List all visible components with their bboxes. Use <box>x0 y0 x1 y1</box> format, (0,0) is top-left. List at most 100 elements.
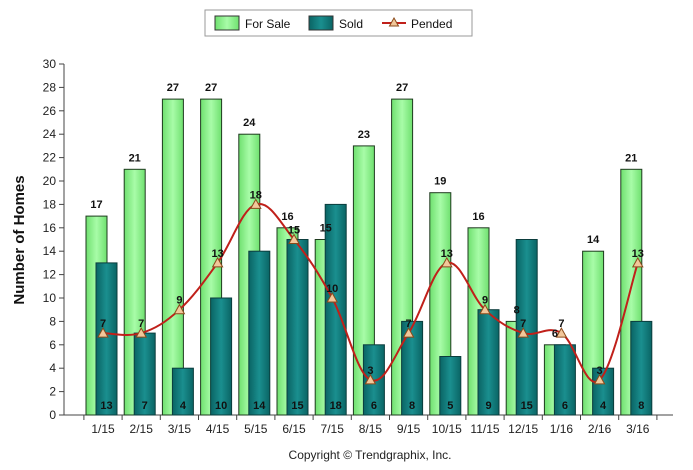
sold-value-label: 8 <box>638 400 644 412</box>
pended-marker <box>211 256 224 268</box>
y-tick-label: 28 <box>43 80 57 94</box>
data-labels: 17 13 21 7 27 4 27 10 24 14 16 15 15 18 23 6 27 8 19 5 16 9 8 1… <box>90 82 644 412</box>
pended-value-label: 18 <box>250 189 262 201</box>
legend-swatch-for-sale <box>214 15 240 31</box>
for-sale-value-label: 16 <box>472 211 484 223</box>
pended-marker <box>479 303 491 315</box>
for-sale-value-label: 8 <box>514 304 520 316</box>
x-tick-label: 5/15 <box>244 422 268 436</box>
bar-sold <box>171 367 194 416</box>
x-tick-label: 6/15 <box>282 422 306 436</box>
for-sale-value-label: 19 <box>434 176 446 188</box>
pended-marker <box>135 327 148 338</box>
for-sale-value-label: 27 <box>167 82 179 94</box>
for-sale-value-label: 21 <box>129 152 141 164</box>
sold-value-label: 7 <box>142 400 148 412</box>
pended-value-label: 13 <box>211 248 223 260</box>
pended-marker <box>440 256 453 268</box>
bar-sold <box>630 320 653 416</box>
for-sale-value-label: 6 <box>552 328 558 340</box>
bar-sold <box>553 344 576 416</box>
pended-line <box>97 198 644 385</box>
pended-value-label: 7 <box>138 318 144 330</box>
bar-sold <box>477 309 500 416</box>
y-tick-label: 0 <box>49 408 56 422</box>
sold-value-label: 14 <box>253 400 266 412</box>
for-sale-value-label: 23 <box>358 129 370 141</box>
bar-sold <box>401 320 424 416</box>
pended-marker <box>517 327 530 338</box>
sold-value-label: 9 <box>485 400 491 412</box>
pended-value-label: 3 <box>367 365 373 377</box>
x-tick-label: 12/15 <box>508 422 538 436</box>
pended-marker <box>173 303 186 315</box>
for-sale-value-label: 24 <box>243 117 256 129</box>
bar-sold <box>210 297 233 416</box>
pended-marker <box>288 233 300 244</box>
pended-marker <box>555 327 568 338</box>
y-tick-label: 4 <box>49 361 56 375</box>
bars <box>85 98 653 416</box>
pended-value-label: 13 <box>441 248 453 260</box>
pended-value-label: 7 <box>520 318 526 330</box>
y-tick-label: 26 <box>43 104 57 118</box>
x-tick-label: 2/16 <box>588 422 612 436</box>
y-tick-label: 14 <box>43 244 57 258</box>
pended-value-label: 7 <box>406 318 412 330</box>
pended-marker <box>326 291 339 303</box>
x-tick-label: 8/15 <box>359 422 383 436</box>
x-tick-label: 1/15 <box>91 422 115 436</box>
for-sale-value-label: 15 <box>320 223 332 235</box>
pended-value-label: 7 <box>558 318 564 330</box>
y-axis-label: Number of Homes <box>11 175 28 304</box>
x-tick-label: 1/16 <box>550 422 574 436</box>
legend-swatch-sold <box>308 15 334 31</box>
pended-value-label: 3 <box>597 365 603 377</box>
pended-value-label: 7 <box>100 318 106 330</box>
y-tick-label: 8 <box>49 314 56 328</box>
y-tick-label: 6 <box>49 338 56 352</box>
bar-sold <box>439 356 462 416</box>
sold-value-label: 15 <box>521 400 533 412</box>
sold-value-label: 6 <box>562 400 568 412</box>
x-tick-label: 10/15 <box>432 422 462 436</box>
y-tick-label: 16 <box>43 221 57 235</box>
y-tick-label: 18 <box>43 197 57 211</box>
pended-marker <box>593 373 606 385</box>
y-tick-label: 2 <box>49 385 56 399</box>
x-tick-label: 2/15 <box>130 422 154 436</box>
x-tick-label: 11/15 <box>470 422 499 436</box>
for-sale-value-label: 27 <box>396 82 408 94</box>
pended-marker <box>402 327 415 338</box>
pended-value-label: 13 <box>632 248 644 260</box>
y-tick-label: 22 <box>43 151 57 165</box>
y-tick-label: 12 <box>43 268 57 282</box>
for-sale-value-label: 17 <box>90 199 102 211</box>
for-sale-value-label: 14 <box>587 234 600 246</box>
bar-sold <box>133 332 156 416</box>
bar-sold <box>286 239 309 416</box>
sold-value-label: 8 <box>409 400 415 412</box>
pended-value-label: 15 <box>288 225 300 237</box>
legend: For Sale Sold Pended <box>204 9 473 37</box>
bar-sold <box>515 239 538 416</box>
legend-label-pended: Pended <box>411 17 452 31</box>
sold-value-label: 6 <box>371 400 377 412</box>
sold-value-label: 10 <box>215 400 227 412</box>
x-tick-label: 7/15 <box>321 422 345 436</box>
sold-value-label: 18 <box>330 400 342 412</box>
bar-sold <box>248 250 271 416</box>
x-tick-label: 3/16 <box>626 422 650 436</box>
x-tick-label: 3/15 <box>168 422 192 436</box>
pended-marker <box>364 373 377 385</box>
bar-sold <box>324 203 347 416</box>
pended-value-label: 9 <box>482 295 488 307</box>
pended-value-label: 10 <box>326 283 338 295</box>
legend-label-for-sale: For Sale <box>245 17 291 31</box>
for-sale-value-label: 16 <box>281 211 293 223</box>
y-tick-label: 30 <box>43 57 57 71</box>
copyright-text: Copyright © Trendgraphix, Inc. <box>289 448 452 462</box>
pended-value-label: 9 <box>176 295 182 307</box>
